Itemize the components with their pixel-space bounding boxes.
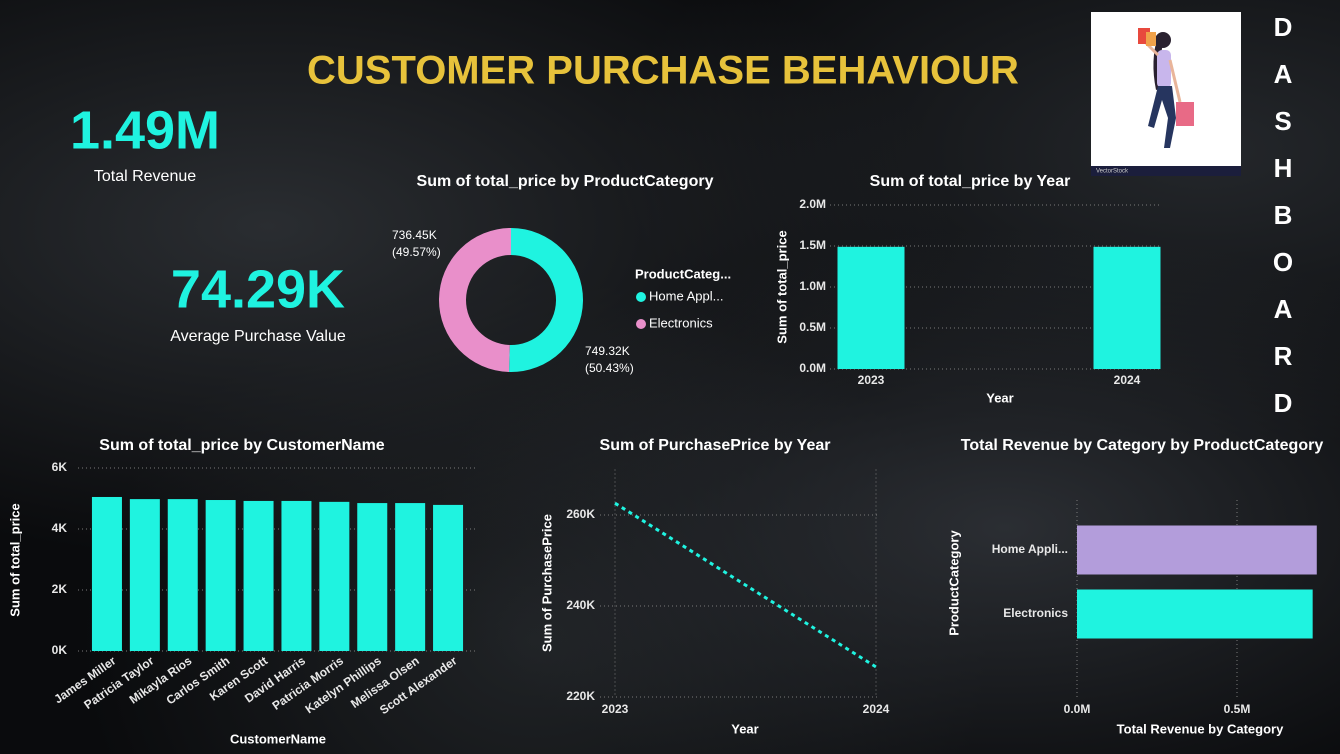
y-tick-label: 220K [566, 689, 595, 703]
bar [205, 500, 236, 651]
data-label: 749.32K [585, 344, 630, 358]
y-tick-label: 240K [566, 598, 595, 612]
bar [357, 503, 388, 651]
chart-title: Sum of total_price by CustomerName [99, 437, 385, 454]
x-axis-label: Year [731, 721, 758, 736]
x-tick-label: 2024 [1114, 373, 1141, 387]
chart-title: Sum of total_price by Year [870, 173, 1071, 190]
bar [319, 501, 350, 651]
bar [1093, 246, 1161, 369]
y-tick-label: 2.0M [799, 197, 826, 211]
donut-slice [438, 228, 511, 372]
x-tick-label: 2024 [863, 702, 890, 716]
y-tick-label: 1.5M [799, 238, 826, 252]
y-tick-label: 4K [52, 521, 68, 535]
kpi-label: Average Purchase Value [170, 328, 346, 345]
y-axis-label: Sum of total_price [774, 230, 789, 343]
y-axis-label: Sum of total_price [7, 503, 22, 616]
x-tick-label: 0.5M [1224, 702, 1251, 716]
data-label: (49.57%) [392, 245, 441, 259]
bar [1077, 525, 1317, 575]
y-axis-label: Sum of PurchasePrice [539, 514, 554, 652]
x-axis-label: CustomerName [230, 731, 326, 746]
side-title: DASHBOARD [1268, 12, 1298, 435]
y-axis-label: ProductCategory [946, 530, 961, 636]
kpi-label: Total Revenue [94, 168, 196, 185]
bar [837, 246, 905, 369]
legend-label: Home Appl... [649, 288, 723, 303]
y-tick-label: 0K [52, 643, 68, 657]
chart-title: Sum of total_price by ProductCategory [417, 173, 714, 190]
kpi-value: 74.29K [171, 259, 345, 319]
legend-marker [636, 292, 646, 302]
legend-marker [636, 319, 646, 329]
bar [91, 496, 122, 651]
x-tick-label: 2023 [602, 702, 629, 716]
bar [129, 499, 160, 651]
bar [243, 500, 274, 651]
y-tick-label: Electronics [1003, 606, 1068, 620]
data-label: (50.43%) [585, 361, 634, 375]
bar [395, 503, 426, 651]
y-tick-label: 1.0M [799, 279, 826, 293]
bar [281, 500, 312, 651]
y-tick-label: 0.0M [799, 361, 826, 375]
bar [167, 499, 198, 651]
bar [433, 504, 464, 651]
data-label: 736.45K [392, 228, 437, 242]
y-tick-label: 260K [566, 507, 595, 521]
data-line [614, 501, 877, 669]
y-tick-label: 0.5M [799, 320, 826, 334]
y-tick-label: Home Appli... [992, 542, 1068, 556]
chart-title: Sum of PurchasePrice by Year [600, 437, 831, 454]
chart-title: Total Revenue by Category by ProductCate… [961, 437, 1324, 454]
x-axis-label: Year [986, 390, 1013, 405]
page-title: CUSTOMER PURCHASE BEHAVIOUR [307, 49, 1019, 93]
y-tick-label: 2K [52, 582, 68, 596]
shopper-illustration: VectorStock [1091, 12, 1241, 176]
x-tick-label: 0.0M [1064, 702, 1091, 716]
y-tick-label: 6K [52, 460, 68, 474]
legend-label: Electronics [649, 315, 713, 330]
kpi-value: 1.49M [70, 100, 220, 160]
x-axis-label: Total Revenue by Category [1117, 721, 1284, 736]
x-tick-label: 2023 [858, 373, 885, 387]
bar [1077, 589, 1313, 639]
legend-title: ProductCateg... [635, 266, 731, 281]
image-caption: VectorStock [1096, 169, 1129, 175]
donut-slice [509, 228, 583, 372]
